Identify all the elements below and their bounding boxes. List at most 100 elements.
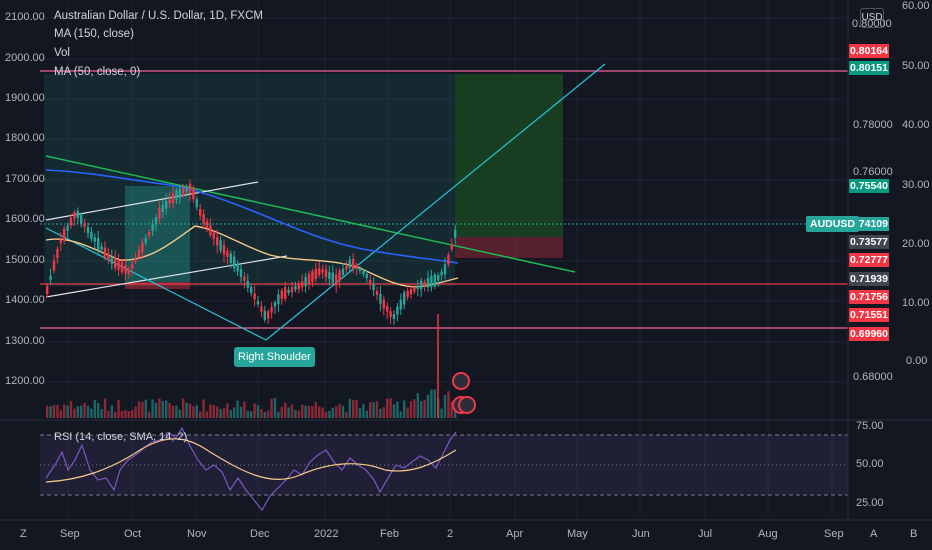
candle[interactable] bbox=[440, 271, 443, 276]
candle[interactable] bbox=[226, 251, 229, 257]
candle[interactable] bbox=[423, 282, 426, 286]
candle[interactable] bbox=[365, 273, 368, 279]
candle[interactable] bbox=[277, 294, 280, 305]
currency-badge[interactable]: USD bbox=[860, 8, 884, 28]
candle[interactable] bbox=[69, 217, 73, 226]
candle[interactable] bbox=[301, 281, 304, 288]
channel-lower[interactable] bbox=[45, 255, 288, 298]
candle[interactable] bbox=[49, 276, 52, 280]
candle[interactable] bbox=[131, 263, 134, 269]
position-zone-large[interactable] bbox=[44, 74, 455, 286]
candle[interactable] bbox=[263, 310, 266, 320]
candle[interactable] bbox=[358, 268, 362, 272]
pattern-leg-2[interactable] bbox=[265, 63, 606, 341]
candle[interactable] bbox=[137, 249, 141, 258]
legend-ma50[interactable]: MA (50, close, 0) bbox=[54, 66, 141, 78]
candle[interactable] bbox=[355, 264, 358, 269]
legend-symbol[interactable]: Australian Dollar / U.S. Dollar, 1D, FXC… bbox=[54, 10, 263, 22]
event-flag-icon[interactable] bbox=[458, 396, 476, 414]
candle[interactable] bbox=[124, 265, 127, 274]
candle[interactable] bbox=[304, 277, 307, 287]
candle[interactable] bbox=[321, 269, 324, 273]
candle[interactable] bbox=[392, 314, 396, 320]
candle[interactable] bbox=[318, 267, 321, 276]
candle[interactable] bbox=[260, 306, 263, 312]
candle[interactable] bbox=[311, 271, 314, 282]
position-stop-zone[interactable] bbox=[455, 237, 563, 258]
event-flag-icon[interactable] bbox=[452, 372, 470, 390]
candle[interactable] bbox=[253, 293, 256, 300]
candle[interactable] bbox=[324, 269, 328, 277]
candle[interactable] bbox=[256, 300, 260, 305]
candle[interactable] bbox=[103, 247, 107, 257]
candle[interactable] bbox=[209, 225, 212, 236]
candle[interactable] bbox=[450, 244, 453, 250]
candle[interactable] bbox=[52, 260, 56, 271]
candle[interactable] bbox=[345, 265, 348, 270]
candle[interactable] bbox=[117, 260, 120, 270]
candle[interactable] bbox=[243, 276, 246, 281]
candle[interactable] bbox=[386, 306, 389, 312]
shoulder-zone-red[interactable] bbox=[125, 282, 190, 289]
candle[interactable] bbox=[314, 269, 317, 280]
candle[interactable] bbox=[348, 259, 351, 268]
candle[interactable] bbox=[185, 188, 188, 192]
candle[interactable] bbox=[382, 299, 385, 309]
candle[interactable] bbox=[195, 199, 198, 208]
candle[interactable] bbox=[246, 280, 249, 288]
candle[interactable] bbox=[46, 285, 49, 295]
candle[interactable] bbox=[409, 289, 413, 295]
candle[interactable] bbox=[443, 264, 447, 275]
candle[interactable] bbox=[335, 274, 338, 286]
legend-ma150[interactable]: MA (150, close) bbox=[54, 28, 134, 40]
candle[interactable] bbox=[151, 223, 154, 231]
candle[interactable] bbox=[328, 272, 331, 279]
candle[interactable] bbox=[182, 187, 185, 196]
candle[interactable] bbox=[158, 208, 161, 220]
candle[interactable] bbox=[199, 208, 202, 216]
candle[interactable] bbox=[362, 271, 365, 275]
annotation-label[interactable]: Right Shoulder bbox=[234, 347, 315, 367]
candle[interactable] bbox=[437, 274, 440, 281]
candle[interactable] bbox=[80, 215, 83, 225]
candle[interactable] bbox=[192, 188, 195, 200]
candle[interactable] bbox=[134, 258, 137, 262]
candle[interactable] bbox=[229, 253, 232, 263]
candle[interactable] bbox=[66, 225, 69, 231]
candle[interactable] bbox=[86, 227, 90, 234]
candle[interactable] bbox=[403, 292, 406, 305]
candle[interactable] bbox=[294, 285, 297, 290]
candle[interactable] bbox=[59, 239, 62, 244]
candle[interactable] bbox=[107, 253, 110, 260]
candle[interactable] bbox=[290, 286, 294, 293]
candle[interactable] bbox=[331, 272, 334, 283]
candle[interactable] bbox=[148, 232, 151, 236]
candle[interactable] bbox=[83, 223, 86, 227]
candle[interactable] bbox=[144, 238, 147, 244]
candle[interactable] bbox=[297, 283, 300, 290]
legend-vol[interactable]: Vol bbox=[54, 47, 70, 59]
candle[interactable] bbox=[141, 242, 144, 252]
candle[interactable] bbox=[239, 269, 243, 277]
candle[interactable] bbox=[287, 289, 290, 293]
candle[interactable] bbox=[97, 238, 100, 250]
candle[interactable] bbox=[212, 232, 215, 240]
candle[interactable] bbox=[154, 217, 158, 224]
candle[interactable] bbox=[114, 257, 117, 268]
candle[interactable] bbox=[236, 263, 239, 272]
candle[interactable] bbox=[219, 240, 222, 251]
candle[interactable] bbox=[454, 229, 457, 238]
candle[interactable] bbox=[178, 188, 181, 198]
auto-scale-button[interactable]: A bbox=[870, 528, 878, 540]
candle[interactable] bbox=[56, 249, 59, 259]
candle[interactable] bbox=[372, 284, 375, 291]
candle[interactable] bbox=[175, 190, 178, 200]
candle[interactable] bbox=[433, 274, 436, 287]
candle[interactable] bbox=[161, 205, 164, 212]
candle[interactable] bbox=[168, 199, 171, 204]
candle[interactable] bbox=[216, 236, 219, 246]
candle[interactable] bbox=[426, 278, 430, 288]
candle[interactable] bbox=[188, 183, 192, 194]
candle[interactable] bbox=[413, 287, 416, 292]
